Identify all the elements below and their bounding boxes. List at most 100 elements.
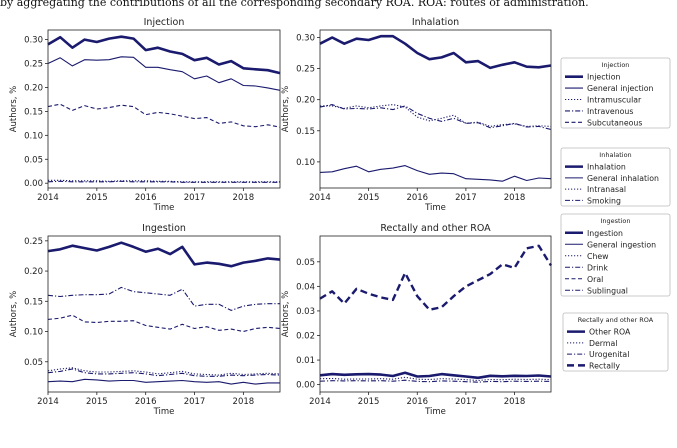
legend-ingestion: Ingestion Ingestion General ingestion Chew D… (560, 213, 671, 297)
y-tick-label: 0.10 (24, 131, 43, 141)
y-tick-label: 0.20 (24, 83, 43, 93)
chart-title: Ingestion (142, 223, 186, 234)
series-line-intravenous (47, 180, 280, 183)
y-axis-label: Authors, % (281, 291, 291, 338)
legend-entry: Rectally (589, 361, 620, 370)
chart-inhalation: Inhalation 2014 2015 2016 2017 2018 Time 0.10 0.… (281, 17, 552, 213)
figure-caption: by aggregating the contributions of all … (0, 0, 589, 9)
x-tick-label: 2015 (358, 397, 380, 407)
legend-entry: Inhalation (587, 163, 626, 172)
x-tick-label: 2018 (504, 397, 526, 407)
y-tick-label: 0.01 (296, 356, 315, 366)
chart-title: Injection (144, 17, 185, 28)
y-tick-label: 0.25 (24, 237, 43, 247)
x-tick-label: 2016 (406, 193, 428, 203)
y-tick-label: 0.15 (296, 127, 315, 137)
y-tick-label: 0.02 (296, 331, 315, 341)
y-tick-label: 0.25 (24, 60, 43, 70)
y-tick-label: 0.04 (296, 282, 315, 292)
series-line-rectally (319, 244, 553, 311)
legend-entry: General injection (587, 84, 654, 93)
legend-entry: Intramuscular (587, 96, 642, 105)
legend-title: Inhalation (599, 151, 631, 159)
y-tick-label: 0.00 (24, 179, 43, 189)
x-tick-label: 2016 (135, 193, 157, 203)
x-tick-label: 2014 (37, 397, 59, 407)
legend-entry: Subcutaneous (587, 118, 642, 127)
series-line-urogenital (319, 379, 552, 383)
y-tick-label: 0.30 (296, 33, 315, 43)
plot-frame (319, 29, 552, 189)
y-tick-label: 0.20 (24, 267, 43, 277)
x-tick-label: 2014 (309, 193, 331, 203)
x-tick-label: 2016 (135, 397, 157, 407)
legend-title: Rectally and other ROA (578, 316, 654, 324)
series-line-injection (47, 35, 281, 75)
series-line-general-ingestion (47, 378, 280, 385)
series-line-intranasal (320, 104, 552, 127)
legend-title: Injection (602, 61, 630, 69)
chart-title: Rectally and other ROA (380, 223, 491, 234)
legend-entry: General inhalation (587, 174, 659, 183)
y-tick-label: 0.05 (24, 358, 43, 368)
legend-box (560, 147, 671, 207)
x-tick-label: 2018 (504, 193, 526, 203)
x-tick-label: 2018 (233, 397, 255, 407)
series-line-dermal (319, 376, 552, 382)
x-tick-label: 2018 (233, 193, 255, 203)
y-axis-label: Authors, % (281, 86, 291, 133)
legend-rectally: Rectally and other ROA Other ROA Dermal Uro… (562, 312, 669, 372)
legend-entry: Intranasal (587, 185, 626, 194)
chart-rectally: Rectally and other ROA 2014 2015 2016 2017 20… (281, 223, 553, 417)
legend-title: Ingestion (601, 217, 631, 225)
chart-injection: Injection 2014 2015 2016 2017 2018 Time 0.00 0.0… (9, 17, 281, 213)
x-axis-label: Time (424, 203, 446, 213)
legend-entry: General ingestion (587, 240, 656, 249)
x-axis-label: Time (153, 407, 175, 417)
y-tick-label: 0.30 (24, 36, 43, 46)
legend-box (560, 57, 671, 129)
x-tick-label: 2015 (86, 193, 108, 203)
series-line-inhalation (319, 34, 552, 70)
x-axis-label: Time (424, 407, 446, 417)
legend-entry: Other ROA (589, 328, 631, 337)
y-tick-label: 0.15 (24, 297, 43, 307)
y-tick-label: 0.25 (296, 65, 315, 75)
legend-box (562, 312, 669, 372)
x-tick-label: 2014 (309, 397, 331, 407)
legend-entry: Dermal (589, 339, 617, 348)
x-axis-label: Time (153, 203, 175, 213)
plot-frame (47, 235, 281, 393)
series-line-other-roa (319, 371, 552, 380)
x-tick-label: 2015 (86, 397, 108, 407)
legend-entry: Drink (587, 263, 608, 272)
y-tick-label: 0.15 (24, 107, 43, 117)
y-tick-label: 0.10 (24, 328, 43, 338)
y-tick-label: 0.05 (24, 155, 43, 165)
x-tick-label: 2017 (184, 397, 206, 407)
plot-frame (47, 29, 281, 189)
legend-entry: Injection (587, 73, 620, 82)
plot-frame (319, 235, 552, 393)
series-line-smoking (319, 104, 552, 131)
legend-entry: Chew (587, 252, 609, 261)
x-tick-label: 2017 (184, 193, 206, 203)
series-line-oral (47, 314, 281, 333)
series-line-chew (47, 367, 281, 376)
y-axis-label: Authors, % (9, 291, 19, 338)
legend-entry: Oral (587, 275, 603, 284)
series-line-drink (47, 368, 281, 377)
series-line-general-injection (47, 56, 281, 91)
legend-entry: Ingestion (587, 229, 623, 238)
chart-title: Inhalation (412, 17, 459, 28)
legend-entry: Sublingual (587, 286, 628, 295)
x-tick-label: 2015 (358, 193, 380, 203)
x-tick-label: 2016 (406, 397, 428, 407)
y-tick-label: 0.03 (296, 307, 315, 317)
legend-entry: Intravenous (587, 107, 633, 116)
series-line-ingestion (47, 241, 281, 268)
y-tick-label: 0.10 (296, 158, 315, 168)
x-tick-label: 2014 (37, 193, 59, 203)
legend-injection: Injection Injection General injection Intra… (560, 57, 671, 129)
